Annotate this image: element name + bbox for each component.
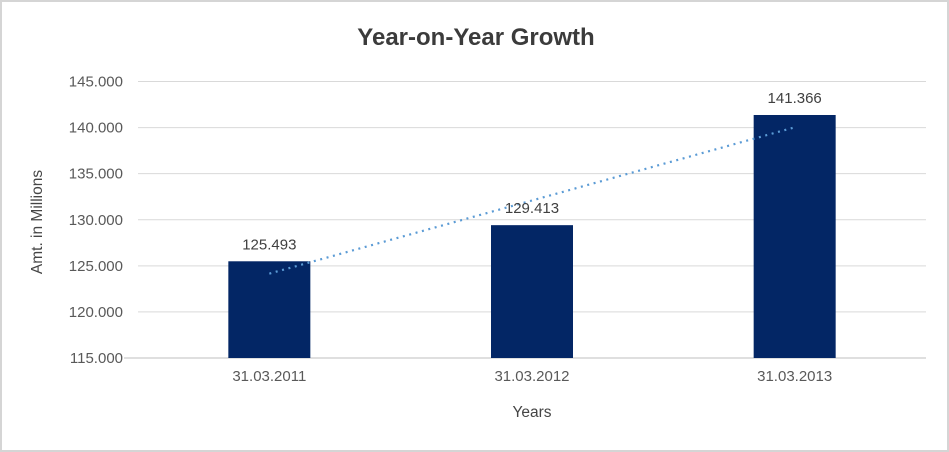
y-tick-label: 125.000 (69, 258, 123, 275)
bars-group (228, 114, 836, 358)
x-category-label: 31.03.2011 (232, 368, 306, 385)
category-labels-group: 31.03.2011 31.03.2012 31.03.2013 (232, 368, 832, 385)
y-tick-label: 115.000 (70, 350, 123, 367)
x-category-label: 31.03.2013 (757, 368, 832, 385)
x-axis-title: Years (512, 404, 551, 421)
data-labels-group: 125.493 129.413 141.366 (242, 90, 822, 253)
bar-value-label: 129.413 (505, 200, 559, 217)
bar (753, 114, 836, 358)
bar-value-label: 141.366 (768, 90, 822, 107)
bar (228, 261, 311, 358)
x-category-label: 31.03.2012 (494, 368, 569, 385)
y-tick-label: 145.000 (69, 74, 123, 91)
y-tick-label: 135.000 (69, 166, 123, 183)
bar (491, 225, 573, 358)
y-tick-labels-group: 115.000 120.000 125.000 130.000 135.000 140.0… (69, 74, 123, 368)
bar-value-label: 125.493 (242, 236, 296, 253)
y-tick-label: 130.000 (69, 212, 123, 229)
y-axis-title: Amt. in Millions (29, 170, 46, 274)
y-tick-label: 120.000 (69, 304, 123, 321)
y-tick-label: 140.000 (69, 120, 123, 137)
chart-title: Year-on-Year Growth (357, 24, 594, 51)
